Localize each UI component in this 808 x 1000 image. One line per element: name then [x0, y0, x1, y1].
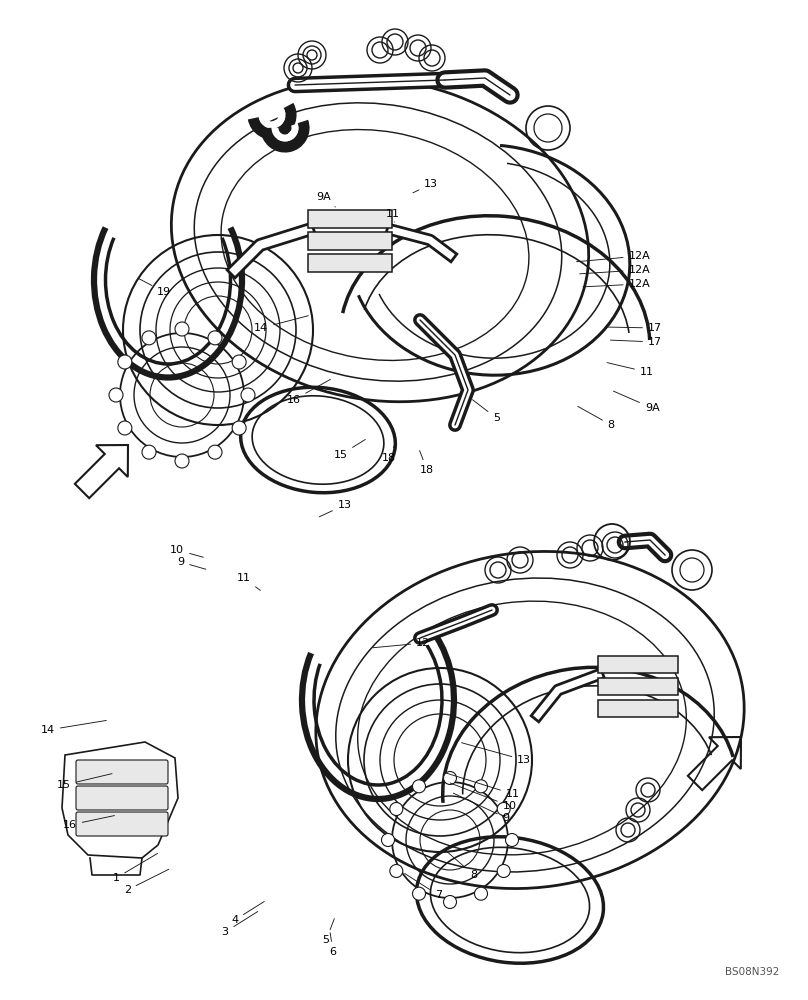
Circle shape: [142, 331, 156, 345]
Circle shape: [118, 421, 132, 435]
Circle shape: [232, 355, 246, 369]
Text: 10: 10: [450, 783, 516, 811]
Circle shape: [208, 445, 222, 459]
Circle shape: [175, 322, 189, 336]
Text: 5: 5: [473, 400, 500, 423]
Text: 2: 2: [124, 869, 169, 895]
Text: 12A: 12A: [576, 251, 650, 262]
Text: 12: 12: [372, 638, 430, 648]
Circle shape: [497, 802, 510, 816]
Circle shape: [208, 331, 222, 345]
Text: 19: 19: [138, 278, 171, 297]
Circle shape: [389, 864, 403, 878]
Text: 13: 13: [413, 179, 438, 193]
Text: 10: 10: [170, 545, 204, 557]
Text: 15: 15: [334, 439, 365, 460]
Text: 5: 5: [322, 919, 335, 945]
Text: 17: 17: [610, 337, 662, 347]
Text: 14: 14: [41, 720, 107, 735]
FancyBboxPatch shape: [308, 232, 392, 250]
FancyBboxPatch shape: [76, 812, 168, 836]
FancyBboxPatch shape: [76, 786, 168, 810]
Circle shape: [474, 780, 487, 793]
FancyBboxPatch shape: [598, 700, 678, 717]
Text: 8: 8: [445, 850, 478, 880]
Text: 15: 15: [57, 774, 112, 790]
Circle shape: [381, 834, 394, 846]
Text: 9A: 9A: [613, 391, 659, 413]
Text: 13: 13: [461, 743, 531, 765]
Text: 9: 9: [177, 557, 206, 569]
Circle shape: [389, 802, 403, 816]
Circle shape: [118, 355, 132, 369]
Text: 11: 11: [386, 209, 400, 222]
Text: 3: 3: [221, 911, 258, 937]
Text: 16: 16: [287, 379, 330, 405]
Circle shape: [232, 421, 246, 435]
Text: 7: 7: [405, 874, 442, 900]
Circle shape: [175, 454, 189, 468]
Text: 4: 4: [231, 901, 264, 925]
Text: 1: 1: [112, 853, 158, 883]
FancyBboxPatch shape: [76, 760, 168, 784]
Text: 16: 16: [63, 816, 115, 830]
Circle shape: [413, 780, 426, 793]
Text: BS08N392: BS08N392: [726, 967, 780, 977]
Circle shape: [241, 388, 255, 402]
FancyBboxPatch shape: [308, 254, 392, 272]
Circle shape: [444, 772, 457, 784]
Circle shape: [497, 864, 510, 878]
Text: 11: 11: [445, 773, 520, 799]
Text: 18: 18: [419, 451, 434, 475]
FancyBboxPatch shape: [308, 210, 392, 228]
Text: 12A: 12A: [583, 279, 650, 289]
Text: 6: 6: [330, 933, 337, 957]
FancyBboxPatch shape: [598, 656, 678, 673]
Circle shape: [444, 896, 457, 908]
Circle shape: [413, 887, 426, 900]
Text: 9: 9: [453, 793, 510, 823]
Text: 9A: 9A: [317, 192, 335, 207]
Text: 12A: 12A: [579, 265, 650, 275]
FancyBboxPatch shape: [598, 678, 678, 695]
Circle shape: [506, 834, 519, 846]
Circle shape: [142, 445, 156, 459]
Text: 8: 8: [578, 406, 615, 430]
Circle shape: [474, 887, 487, 900]
Text: 18: 18: [382, 441, 397, 463]
Text: 13: 13: [319, 500, 351, 517]
Text: 14: 14: [255, 316, 309, 333]
Text: 17: 17: [607, 323, 662, 333]
Text: 11: 11: [607, 363, 654, 377]
Text: 11: 11: [237, 573, 260, 590]
Circle shape: [109, 388, 123, 402]
